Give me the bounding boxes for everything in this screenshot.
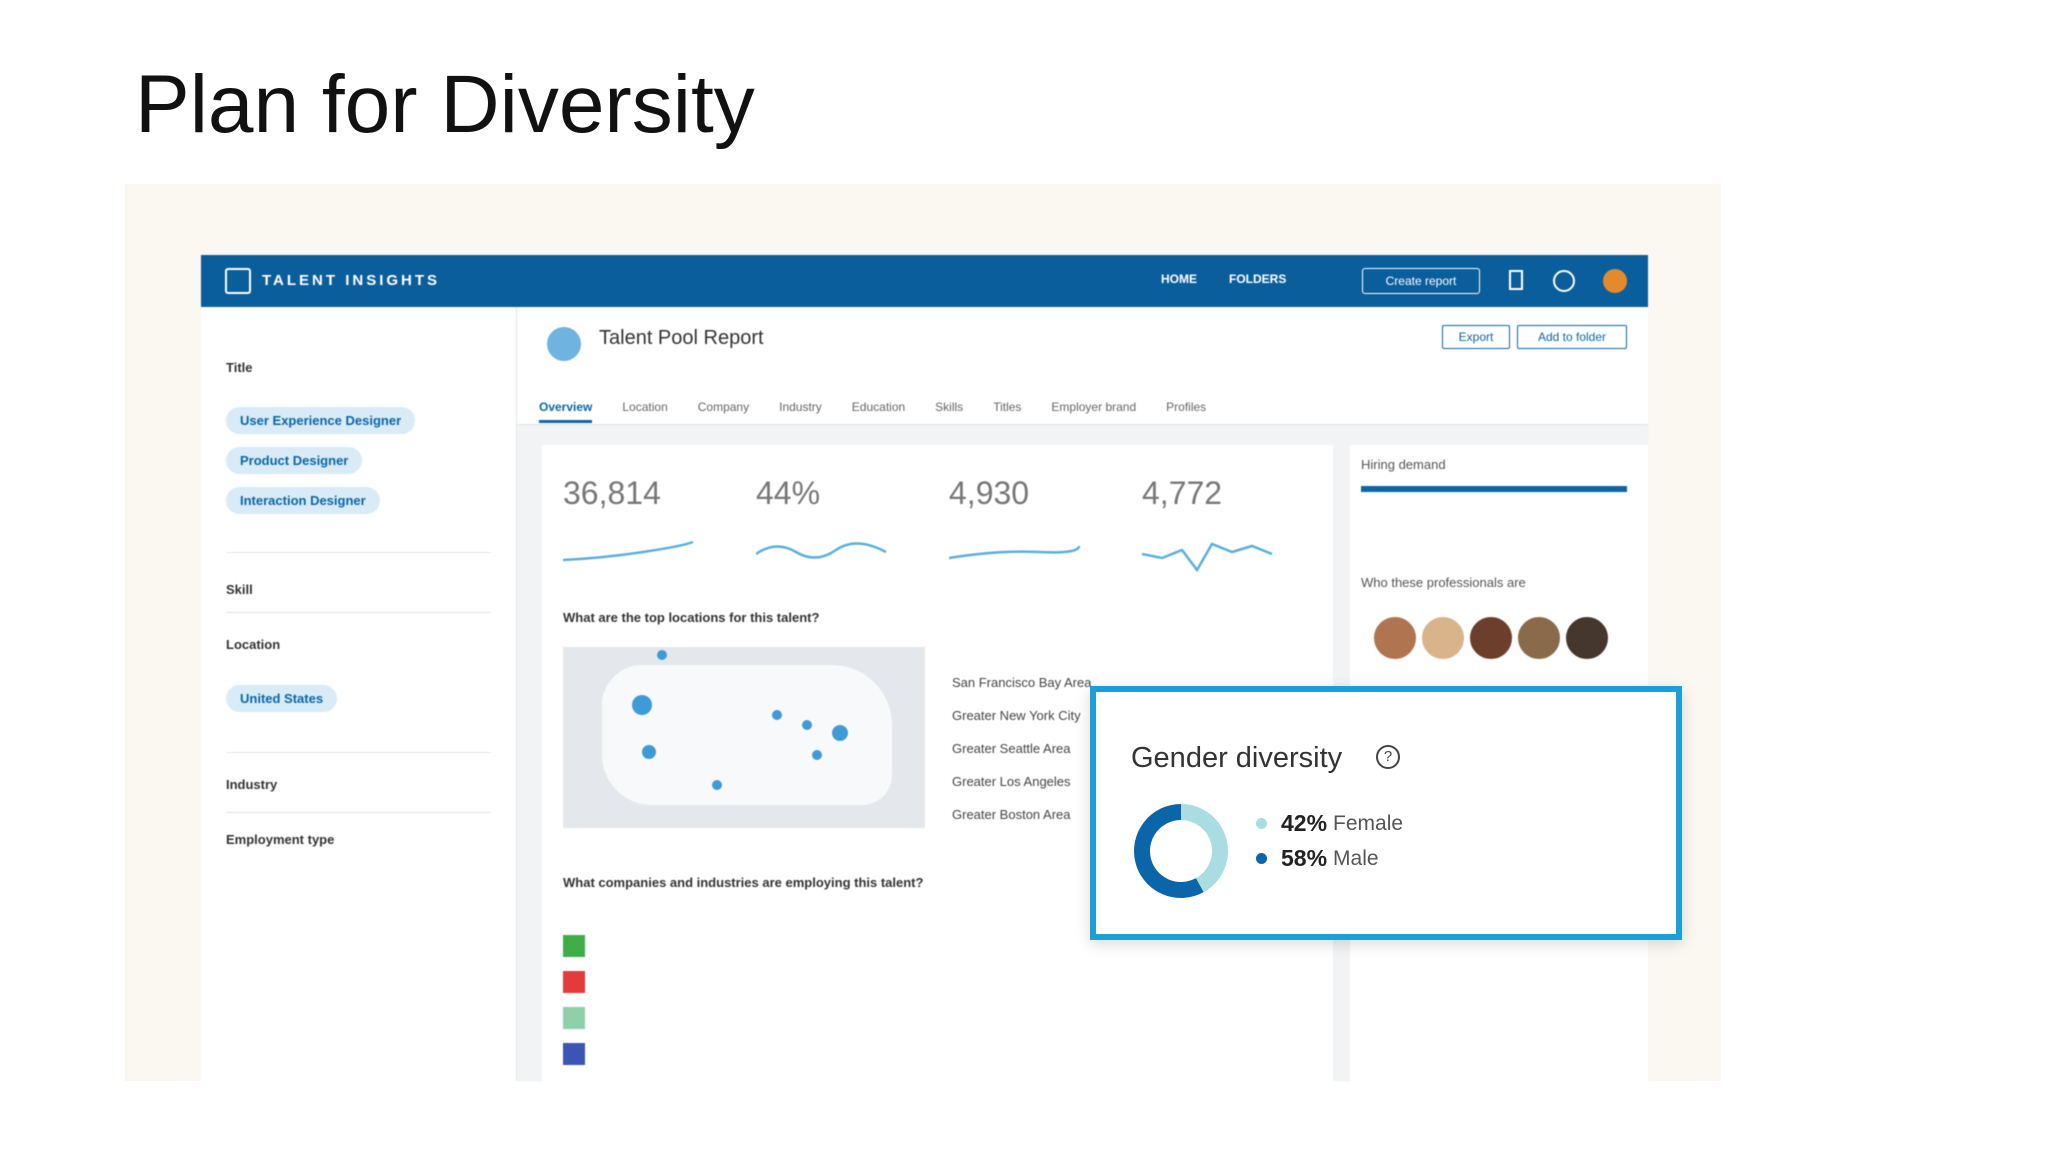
filter-heading: Industry <box>226 777 278 792</box>
tab[interactable]: Overview <box>539 400 593 423</box>
report-header: Talent Pool Report Export Add to folder Ove… <box>517 307 1648 425</box>
profile-avatar <box>1516 615 1562 661</box>
location-row: San Francisco Bay Area <box>952 675 1092 690</box>
filter-heading: Employment type <box>226 832 335 847</box>
tabs: Overview Location Company Industry Education… <box>539 400 1206 423</box>
map-dot <box>772 710 782 720</box>
separator <box>226 612 491 613</box>
legend-row: 42% Female <box>1256 810 1403 837</box>
logo <box>225 268 251 294</box>
legend-name: Female <box>1333 811 1404 835</box>
tab[interactable]: Skills <box>935 400 964 414</box>
location-row: Greater Los Angeles <box>952 774 1071 789</box>
card-title: Gender diversity <box>1131 742 1343 774</box>
sparkline <box>756 542 887 559</box>
stat-value: 4,772 <box>1142 475 1223 511</box>
sidebar: Title User Experience Designer Product Des… <box>201 307 517 1081</box>
profile-avatar <box>1468 615 1514 661</box>
doc-icon[interactable] <box>1509 270 1523 290</box>
legend-value: 58% <box>1281 845 1328 871</box>
map-dot <box>812 750 822 760</box>
company-logo <box>563 935 585 957</box>
map-dot <box>632 695 652 715</box>
sparkline <box>563 540 694 562</box>
help-icon[interactable]: ? <box>1376 745 1400 769</box>
filter-tag[interactable]: Product Designer <box>226 447 363 474</box>
filter-tag[interactable]: Interaction Designer <box>226 487 380 514</box>
legend-name: Male <box>1333 846 1379 870</box>
header-button[interactable]: Export <box>1442 325 1510 349</box>
sparkline-path <box>949 545 1081 560</box>
brand: TALENT INSIGHTS <box>262 272 441 289</box>
tab[interactable]: Titles <box>993 400 1022 414</box>
nav-link[interactable]: FOLDERS <box>1229 272 1287 286</box>
tab[interactable]: Company <box>697 400 750 414</box>
avatar[interactable] <box>1603 269 1627 293</box>
nav-link[interactable]: HOME <box>1161 272 1197 286</box>
map-dot <box>712 780 722 790</box>
filter-heading: Location <box>226 637 281 652</box>
map-dot <box>832 725 848 741</box>
slide-title: Plan for Diversity <box>135 59 755 150</box>
header-button[interactable]: Add to folder <box>1517 325 1627 349</box>
create-report-button[interactable]: Create report <box>1362 268 1480 294</box>
profile-avatar <box>1564 615 1610 661</box>
donut-segment <box>1180 804 1228 893</box>
gender-diversity-card: Gender diversity ? 42% Female 58% Male <box>1090 686 1682 940</box>
tab[interactable]: Employer brand <box>1051 400 1137 414</box>
profile-avatar <box>1420 615 1466 661</box>
filter-heading: Title <box>226 360 253 375</box>
sparkline <box>949 545 1081 560</box>
sparkline-path <box>756 542 887 559</box>
map-land <box>602 665 892 805</box>
legend-value: 42% <box>1281 810 1328 836</box>
nav: HOME FOLDERS <box>1161 272 1286 286</box>
separator <box>226 752 491 753</box>
profile-avatar <box>1372 615 1418 661</box>
location-row: Greater New York City <box>952 708 1081 723</box>
help-icon[interactable] <box>1553 270 1575 292</box>
legend-row: 58% Male <box>1256 845 1379 872</box>
sparkline <box>1142 542 1273 573</box>
section-question: What companies and industries are employ… <box>563 875 924 890</box>
tab[interactable]: Education <box>851 400 906 414</box>
tab[interactable]: Profiles <box>1166 400 1207 414</box>
tab[interactable]: Location <box>622 400 668 414</box>
stat-value: 44% <box>756 475 821 511</box>
stat-value: 4,930 <box>949 475 1030 511</box>
sparkline-path <box>1142 542 1273 573</box>
header-bar <box>201 255 1648 307</box>
section-heading: Hiring demand <box>1361 457 1446 472</box>
filter-tag[interactable]: User Experience Designer <box>226 407 416 434</box>
company-logo <box>563 971 585 993</box>
donut-segment <box>1134 804 1204 898</box>
legend-dot <box>1256 818 1267 829</box>
company-logo <box>563 1043 585 1065</box>
separator <box>226 812 491 813</box>
section-heading: Who these professionals are <box>1361 575 1526 590</box>
stat-value: 36,814 <box>563 475 661 511</box>
map-dot <box>657 650 667 660</box>
map-dot <box>802 720 812 730</box>
separator <box>226 552 491 553</box>
tab[interactable]: Industry <box>779 400 822 414</box>
legend-dot <box>1256 853 1267 864</box>
filter-heading: Skill <box>226 582 253 597</box>
demand-bar <box>1361 486 1627 492</box>
company-logo <box>563 1007 585 1029</box>
location-row: Greater Seattle Area <box>952 741 1071 756</box>
filter-tag[interactable]: United States <box>226 685 338 712</box>
donut <box>1134 804 1228 898</box>
sparkline-path <box>563 540 694 562</box>
map-dot <box>642 745 656 759</box>
location-row: Greater Boston Area <box>952 807 1071 822</box>
report-icon <box>547 327 581 361</box>
report-title: Talent Pool Report <box>599 327 764 349</box>
screenshot: TALENT INSIGHTS HOME FOLDERS Create repor… <box>201 255 1648 1081</box>
section-question: What are the top locations for this tale… <box>563 610 820 625</box>
